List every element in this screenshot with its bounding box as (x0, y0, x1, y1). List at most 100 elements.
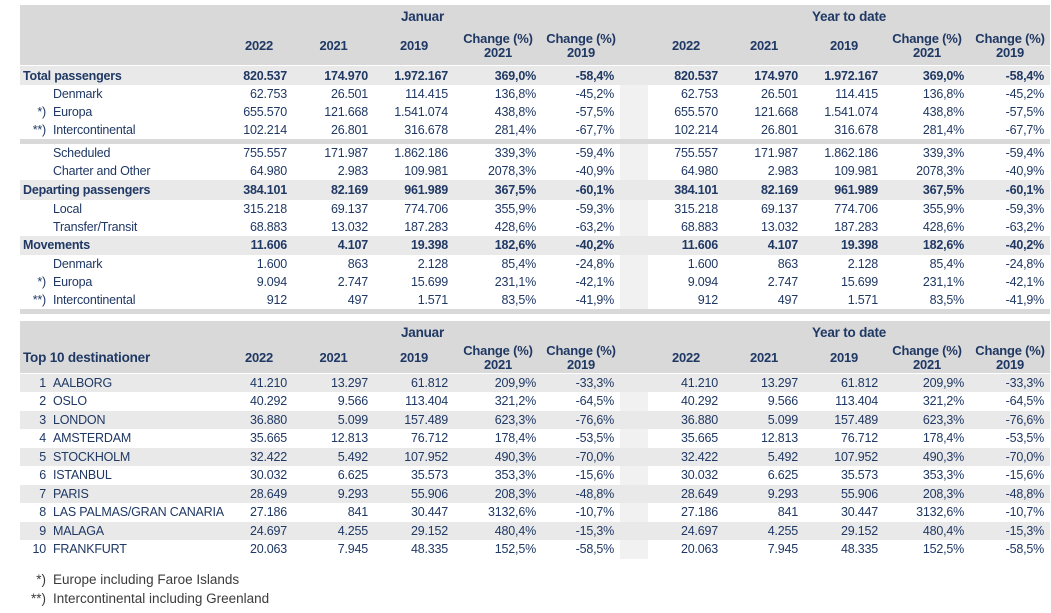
value-cell: 480,4% (922, 523, 965, 538)
tables-gap (20, 314, 1051, 321)
column-header-2021: 2021 (724, 27, 805, 66)
column-gap (620, 217, 649, 236)
row-rank: 8 (39, 505, 46, 520)
value-cell: 69.137 (330, 201, 368, 216)
table-row: 5 STOCKHOLM 32.422 5.492 107.952 490,3% -70,0%… (20, 447, 1051, 467)
value-cell: 28.649 (680, 486, 719, 501)
footnote-marker: *) (36, 571, 46, 587)
value-cell: -64,5% (575, 394, 615, 409)
row-rank: 9 (39, 523, 46, 538)
value-cell: 27.186 (680, 505, 719, 520)
value-cell: 281,4% (494, 123, 536, 137)
value-cell: 1.862.186 (824, 146, 879, 160)
value-cell: 62.753 (680, 87, 719, 101)
table-row: Movements 11.606 4.107 19.398 182,6% -40,2% 11… (20, 235, 1051, 255)
table-row: Denmark 1.600 863 2.128 85,4% -24,8% 1.600 863 2… (20, 255, 1050, 273)
value-cell: 82.169 (330, 182, 368, 197)
value-cell: 912 (697, 293, 719, 307)
value-cell: 2.983 (337, 164, 368, 178)
row-label: 2 OSLO (20, 392, 225, 411)
value-cell: -58,4% (575, 68, 615, 83)
value-cell: 187.283 (404, 219, 448, 234)
value-cell: -45,2% (1005, 87, 1045, 101)
table-row: Local 315.218 69.137 774.706 355,9% -59,3% 315… (20, 199, 1050, 218)
row-rank: 4 (39, 431, 46, 446)
column-gap (620, 103, 649, 121)
value-cell: 171.987 (754, 146, 799, 160)
change-label: Change (%) (892, 31, 962, 46)
value-cell: 497 (777, 293, 799, 307)
value-cell: 841 (347, 505, 368, 520)
value-cell: 48.335 (840, 542, 879, 557)
value-cell: -42,1% (1005, 275, 1045, 289)
row-label: 5 STOCKHOLM (20, 448, 225, 467)
change-year: 2021 (483, 357, 513, 372)
change-label: Change (%) (546, 31, 616, 46)
value-cell: 19.398 (410, 238, 448, 253)
value-cell: 863 (347, 257, 368, 271)
column-gap (620, 466, 649, 485)
value-cell: 62.753 (249, 87, 287, 101)
row-label: 3 LONDON (20, 411, 225, 430)
value-cell: -57,5% (1005, 105, 1045, 119)
value-cell: -59,4% (575, 146, 615, 160)
table-row: 6 ISTANBUL 30.032 6.625 35.573 353,3% -15,6% 30… (20, 466, 1050, 485)
column-header-2022: 2022 (225, 27, 293, 66)
value-cell: 655.570 (674, 105, 719, 119)
table-row: *) Europa 9.094 2.747 15.699 231,1% -42,1% 9.09… (20, 273, 1050, 291)
separator-row (20, 309, 1051, 314)
value-cell: 27.186 (249, 505, 287, 520)
row-label-text: Denmark (53, 87, 103, 101)
value-cell: -42,1% (575, 275, 615, 289)
value-cell: 5.492 (337, 449, 368, 464)
value-cell: 40.292 (249, 394, 287, 409)
value-cell: 4.255 (337, 523, 368, 538)
value-cell: 9.293 (337, 486, 368, 501)
value-cell: 28.649 (249, 486, 287, 501)
value-cell: 11.606 (681, 238, 719, 253)
column-gap (620, 144, 649, 162)
value-cell: -33,3% (1005, 376, 1045, 390)
value-cell: 68.883 (680, 219, 719, 234)
value-cell: 107.952 (404, 449, 448, 464)
value-cell: 61.812 (840, 376, 879, 390)
change-year: 2019 (995, 357, 1025, 372)
value-cell: 121.668 (754, 105, 799, 119)
value-cell: 24.697 (249, 523, 287, 538)
change-label: Change (%) (463, 31, 533, 46)
column-gap (620, 255, 649, 273)
value-cell: 48.335 (410, 542, 448, 557)
row-label-text: Intercontinental (53, 123, 136, 137)
value-cell: 114.415 (405, 87, 448, 101)
column-header-2019: 2019 (374, 27, 454, 66)
row-label-text: FRANKFURT (53, 542, 127, 557)
row-label: 6 ISTANBUL (20, 466, 225, 485)
table-row: Charter and Other 64.980 2.983 109.981 2078,… (20, 162, 1050, 180)
value-cell: 281,4% (922, 123, 965, 137)
value-cell: 12.813 (330, 431, 368, 446)
table-row: Denmark 62.753 26.501 114.415 136,8% -45,2% 62… (20, 85, 1050, 103)
value-cell: 182,6% (494, 238, 536, 253)
column-header-change-2019: Change (%) 2019 (542, 27, 621, 66)
row-label-text: Scheduled (53, 146, 111, 160)
row-label-text: AMSTERDAM (53, 431, 132, 446)
value-cell: 5.099 (767, 412, 799, 427)
column-group-row: Januar Year to date (20, 321, 1051, 343)
value-cell: 32.422 (680, 449, 719, 464)
value-cell: 480,4% (494, 523, 536, 538)
value-cell: 384.101 (243, 182, 287, 197)
value-cell: 113.404 (405, 394, 448, 409)
row-label-text: Denmark (53, 257, 103, 271)
value-cell: 2078,3% (916, 164, 965, 178)
value-cell: 209,9% (922, 376, 965, 390)
separator (20, 139, 1051, 144)
value-cell: 178,4% (494, 431, 536, 446)
value-cell: 29.152 (840, 523, 879, 538)
value-cell: 623,3% (494, 412, 536, 427)
row-rank: 5 (39, 449, 46, 464)
value-cell: 1.600 (256, 257, 287, 271)
value-cell: 353,3% (494, 468, 536, 483)
value-cell: 2.983 (767, 164, 799, 178)
row-label: 10 FRANKFURT (20, 540, 225, 559)
value-cell: 29.152 (410, 523, 448, 538)
